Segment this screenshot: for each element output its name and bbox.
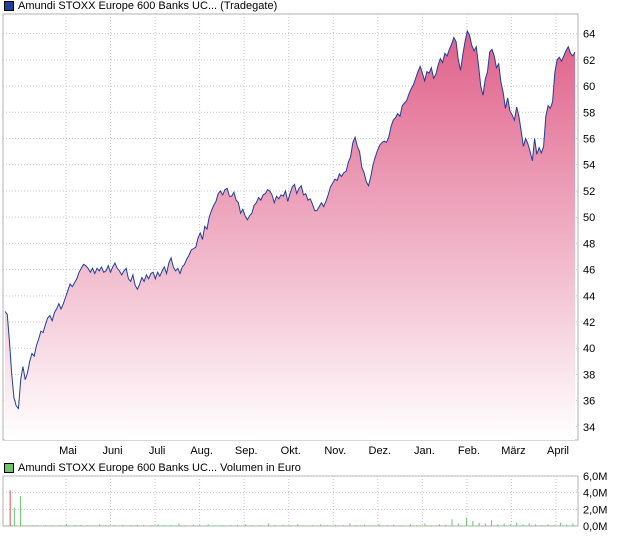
price-line bbox=[4, 29, 576, 410]
volume-tick-label: 4,0M bbox=[583, 488, 607, 500]
month-label: Okt. bbox=[281, 445, 301, 457]
price-tick-label: 52 bbox=[583, 186, 595, 198]
price-tick-label: 38 bbox=[583, 369, 595, 381]
price-tick-label: 46 bbox=[583, 265, 595, 277]
month-label: Mai bbox=[59, 445, 77, 457]
month-label: April bbox=[547, 445, 569, 457]
price-tick-label: 42 bbox=[583, 317, 595, 329]
month-label: Jan. bbox=[414, 445, 435, 457]
volume-legend: Amundi STOXX Europe 600 Banks UC... Volu… bbox=[4, 462, 301, 474]
month-label: Juli bbox=[149, 445, 166, 457]
month-label: Aug. bbox=[190, 445, 213, 457]
month-label: Dez. bbox=[369, 445, 392, 457]
price-tick-label: 50 bbox=[583, 212, 595, 224]
price-tick-label: 34 bbox=[583, 422, 595, 434]
month-label: Juni bbox=[102, 445, 122, 457]
volume-tick-label: 6,0M bbox=[583, 471, 607, 483]
price-legend: Amundi STOXX Europe 600 Banks UC... (Tra… bbox=[4, 0, 277, 12]
month-label: März bbox=[501, 445, 525, 457]
volume-legend-label: Amundi STOXX Europe 600 Banks UC... Volu… bbox=[18, 462, 301, 474]
price-tick-label: 40 bbox=[583, 343, 595, 355]
price-tick-label: 58 bbox=[583, 107, 595, 119]
price-tick-label: 64 bbox=[583, 29, 595, 41]
price-tick-label: 60 bbox=[583, 81, 595, 93]
price-tick-label: 54 bbox=[583, 160, 595, 172]
month-label: Sep. bbox=[235, 445, 258, 457]
price-tick-label: 36 bbox=[583, 396, 595, 408]
price-area bbox=[5, 31, 575, 440]
price-tick-label: 56 bbox=[583, 134, 595, 146]
price-legend-label: Amundi STOXX Europe 600 Banks UC... (Tra… bbox=[18, 0, 278, 12]
month-label: Feb. bbox=[458, 445, 480, 457]
volume-plot-frame bbox=[2, 475, 579, 527]
price-tick-label: 44 bbox=[583, 291, 595, 303]
volume-legend-swatch bbox=[4, 463, 14, 473]
month-label: Nov. bbox=[324, 445, 346, 457]
volume-tick-label: 2,0M bbox=[583, 504, 607, 516]
price-legend-swatch bbox=[4, 1, 14, 11]
volume-tick-label: 0,0M bbox=[583, 521, 607, 533]
price-tick-label: 48 bbox=[583, 238, 595, 250]
price-tick-label: 62 bbox=[583, 55, 595, 67]
